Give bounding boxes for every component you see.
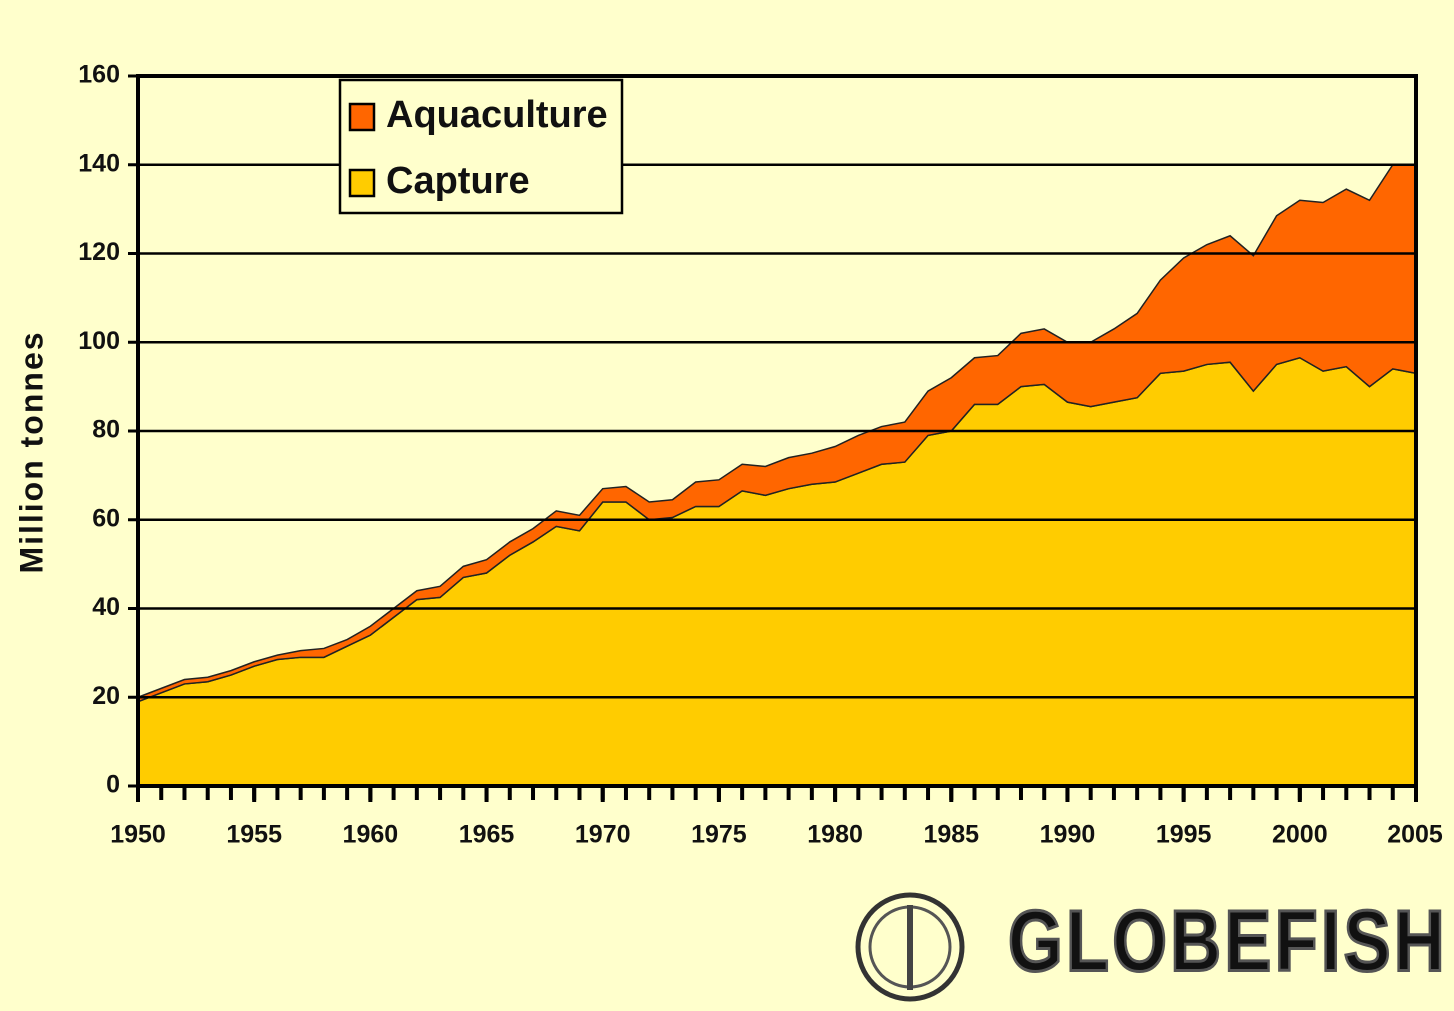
legend-swatch	[348, 102, 376, 132]
y-tick-label: 80	[92, 416, 120, 444]
x-tick-label: 1965	[459, 821, 515, 849]
x-tick-label: 1955	[226, 821, 282, 849]
x-tick-label: 1975	[691, 821, 747, 849]
legend-box	[338, 78, 624, 215]
y-tick-label: 60	[92, 504, 120, 532]
x-tick-label: 1970	[575, 821, 631, 849]
plot-area: 0 20 40 60 80 100 120 140 160 1950 1955 1960 1965 197…	[78, 61, 1443, 849]
x-tick-label: 1960	[343, 821, 399, 849]
x-tick-label: 1950	[110, 821, 166, 849]
x-tick-label: 2005	[1387, 821, 1443, 849]
legend: Aquaculture Capture	[338, 78, 624, 215]
logo-text: GLOBEFISH	[1008, 894, 1448, 990]
x-tick-label: 1980	[807, 821, 863, 849]
fao-emblem	[855, 892, 965, 1002]
plot-border	[136, 74, 1418, 788]
y-tick-label: 160	[78, 61, 120, 89]
logo: GLOBEFISH	[855, 892, 1448, 1002]
x-tick-label: 2000	[1272, 821, 1328, 849]
y-tick-label: 20	[92, 682, 120, 710]
legend-label: Aquaculture	[386, 94, 608, 136]
x-tick-label: 1990	[1040, 821, 1096, 849]
y-tick-label: 140	[78, 149, 120, 177]
x-tick-label: 1985	[923, 821, 979, 849]
y-tick-label: 120	[78, 238, 120, 266]
y-tick-label: 100	[78, 327, 120, 355]
x-tick-label: 1995	[1156, 821, 1212, 849]
legend-swatch	[348, 168, 376, 198]
y-axis-label: Million tonnes	[13, 330, 49, 573]
y-tick-label: 0	[106, 771, 120, 799]
y-tick-label: 40	[92, 593, 120, 621]
legend-label: Capture	[386, 160, 530, 202]
